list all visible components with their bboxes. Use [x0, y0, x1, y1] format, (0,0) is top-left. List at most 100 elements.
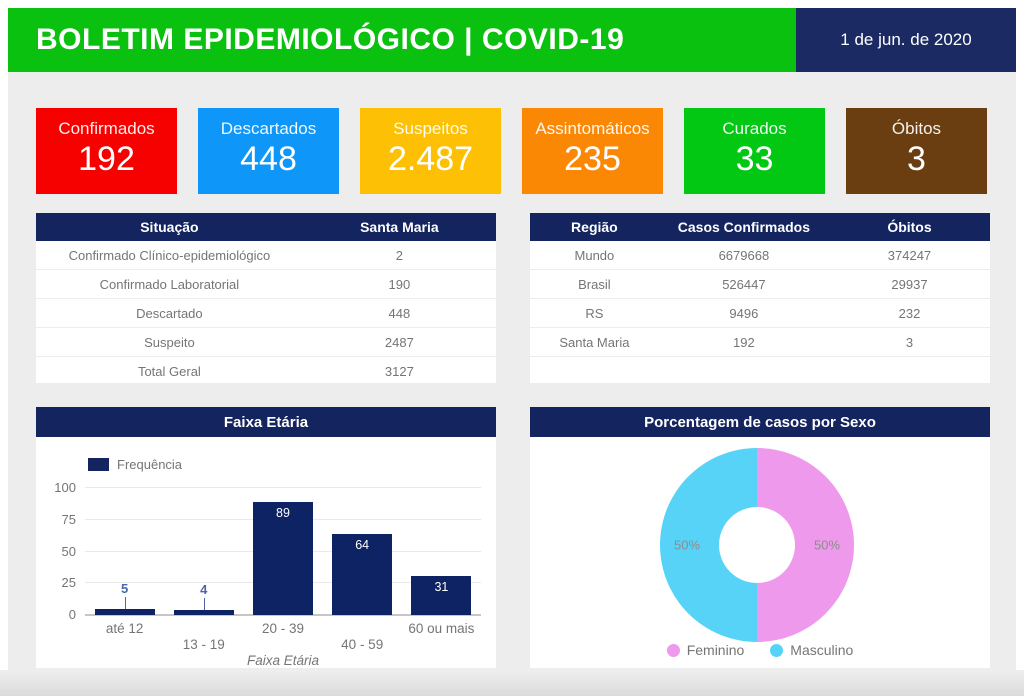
header: BOLETIM EPIDEMIOLÓGICO | COVID-19 1 de j…: [8, 8, 1016, 72]
table-cell: 526447: [722, 276, 766, 292]
stat-card-label: Óbitos: [891, 119, 942, 138]
stat-card-value: 2.487: [387, 140, 474, 178]
stat-card-label: Descartados: [220, 119, 317, 138]
table-cell: 3: [905, 334, 914, 350]
table-row: Suspeito 2487: [36, 328, 496, 357]
bar-value-label: 4: [200, 581, 208, 597]
table-cell: 192: [733, 334, 755, 350]
gridline: [85, 487, 481, 488]
x-axis-tick-label: até 12: [105, 621, 144, 636]
pie-slice-label: 50%: [813, 537, 841, 553]
sex-chart-title: Porcentagem de casos por Sexo: [530, 407, 990, 437]
table-header-row: Região Casos Confirmados Óbitos: [530, 213, 990, 241]
table-row: Mundo 6679668 374247: [530, 241, 990, 270]
table-cell: Descartado: [136, 305, 203, 321]
x-axis-tick-label: 13 - 19: [182, 637, 225, 652]
stat-card: Óbitos 3: [846, 108, 987, 194]
sex-chart-body: Feminino Masculino 50% 50%: [530, 437, 990, 668]
table-cell: Mundo: [574, 247, 615, 263]
y-axis-tick-label: 75: [61, 511, 76, 527]
sex-chart-card: Porcentagem de casos por Sexo Feminino Ma…: [530, 407, 990, 668]
table-header-cell: Casos Confirmados: [677, 219, 811, 235]
bar: [94, 608, 155, 615]
table-cell: 6679668: [718, 247, 770, 263]
stat-card: Confirmados 192: [36, 108, 177, 194]
stat-card: Suspeitos 2.487: [360, 108, 501, 194]
table-row: Total Geral 3127: [36, 357, 496, 386]
table-cell: Santa Maria: [559, 334, 630, 350]
stat-card-value: 448: [240, 140, 297, 178]
table-cell: 2487: [384, 334, 414, 350]
table-cell: 2: [395, 247, 403, 263]
table-cell: 3127: [384, 363, 414, 379]
bar-value-label: 31: [434, 579, 449, 594]
x-axis-tick-label: 40 - 59: [341, 637, 384, 652]
stat-card-label: Assintomáticos: [535, 119, 650, 138]
pie-legend-item: Masculino: [770, 642, 853, 658]
pie-legend-label: Masculino: [790, 642, 854, 658]
table-cell: RS: [585, 305, 604, 321]
bar: [332, 533, 393, 615]
stat-cards: Confirmados 192 Descartados 448 Suspeitos 2.4…: [36, 108, 987, 194]
stat-card-value: 3: [907, 140, 926, 178]
report-date: 1 de jun. de 2020: [796, 8, 1016, 72]
pie-slice-label: 50%: [673, 537, 701, 553]
y-axis-tick-label: 25: [61, 575, 76, 591]
stat-card: Curados 33: [684, 108, 825, 194]
y-axis-tick-label: 50: [61, 543, 76, 559]
table-cell: 374247: [887, 247, 932, 263]
situation-table: Situação Santa Maria Confirmado Clínico-ep…: [36, 213, 496, 386]
table-cell: Confirmado Laboratorial: [99, 276, 240, 292]
table-cell: 9496: [729, 305, 759, 321]
table-row: Santa Maria 192 3: [530, 328, 990, 357]
table-cell: 190: [388, 276, 411, 292]
table-header-cell: Óbitos: [887, 219, 932, 235]
bar-value-leader-line: [124, 596, 126, 609]
table-cell: Brasil: [578, 276, 611, 292]
table-cell: Suspeito: [144, 334, 195, 350]
x-axis-title: Faixa Etária: [246, 653, 320, 668]
bar-value-label: 89: [276, 505, 290, 520]
y-axis-tick-label: 0: [68, 607, 76, 622]
bar: [411, 575, 472, 615]
stat-card-label: Suspeitos: [393, 119, 468, 138]
table-row: Brasil 526447 29937: [530, 270, 990, 299]
footer-fade: [0, 670, 1024, 696]
table-cell: 448: [388, 305, 411, 321]
header-title-bar: BOLETIM EPIDEMIOLÓGICO | COVID-19: [8, 8, 796, 72]
table-row: RS 9496 232: [530, 299, 990, 328]
stat-card-value: 192: [78, 140, 135, 178]
table-header-cell: Santa Maria: [360, 219, 439, 235]
pie-legend-label: Feminino: [686, 642, 745, 658]
bar: [253, 501, 313, 615]
stat-card: Descartados 448: [198, 108, 339, 194]
table-header-cell: Situação: [140, 219, 199, 235]
table-row: Confirmado Laboratorial 190: [36, 270, 496, 299]
bar-value-leader-line: [203, 597, 205, 610]
legend-swatch-icon: [88, 458, 109, 471]
bar-plot: 5 4 89 64 31: [85, 487, 481, 616]
pie-legend: Feminino Masculino: [530, 642, 990, 658]
bar: [173, 609, 234, 615]
stat-card-label: Confirmados: [58, 119, 155, 138]
table-header-row: Situação Santa Maria: [36, 213, 496, 241]
stat-card-value: 33: [735, 140, 774, 178]
table-cell: Total Geral: [137, 363, 201, 379]
y-axis-tick-label: 100: [54, 480, 76, 495]
pie-legend-item: Feminino: [666, 642, 745, 658]
table-cell: 232: [898, 305, 921, 321]
legend-dot-icon: [666, 643, 680, 657]
table-header-cell: Região: [571, 219, 618, 235]
bar-value-label: 5: [120, 580, 129, 596]
x-axis-line: [85, 614, 481, 616]
age-chart-title: Faixa Etária: [36, 407, 496, 437]
table-row: Descartado 448: [36, 299, 496, 328]
stat-card: Assintomáticos 235: [522, 108, 663, 194]
table-cell: 29937: [891, 276, 928, 292]
x-axis-tick-label: 60 ou mais: [408, 621, 475, 636]
age-chart-body: Frequência 5 4 89 64 31 Faixa Etária 0 25 50 75…: [36, 437, 496, 668]
table-row: Confirmado Clínico-epidemiológico 2: [36, 241, 496, 270]
page-title: BOLETIM EPIDEMIOLÓGICO | COVID-19: [36, 23, 625, 56]
x-axis-tick-label: 20 - 39: [261, 621, 305, 636]
stat-card-value: 235: [564, 140, 621, 178]
